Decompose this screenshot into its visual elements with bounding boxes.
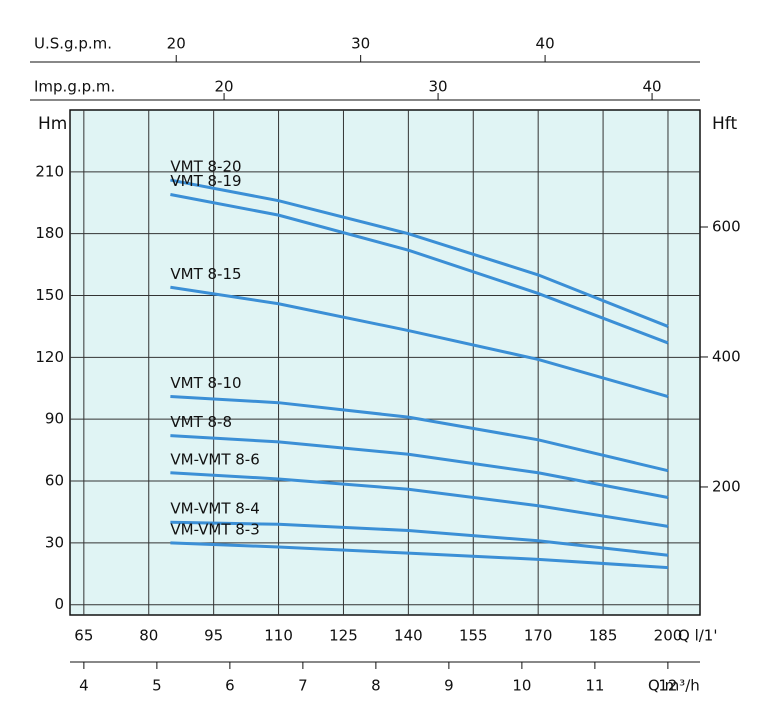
axis-tick-label: 20 — [215, 78, 234, 96]
x-tick-label: 140 — [394, 627, 423, 645]
y2-tick-label: 600 — [712, 217, 741, 235]
axis-label: U.S.g.p.m. — [34, 35, 112, 53]
series-label: VM-VMT 8-3 — [170, 520, 259, 538]
x-tick-label: 65 — [74, 627, 93, 645]
y2-tick-label: 400 — [712, 347, 741, 365]
y-tick-label: 90 — [45, 410, 64, 428]
x-tick-label: 170 — [524, 627, 553, 645]
axis-tick-label: 5 — [152, 677, 162, 695]
line — [170, 178, 669, 328]
axis-tick-label: 6 — [225, 677, 235, 695]
axis-tick-label: 9 — [444, 677, 454, 695]
axis-tick-label: 40 — [536, 35, 555, 53]
axis-tick-label: 7 — [298, 677, 308, 695]
x-tick-label: 125 — [329, 627, 358, 645]
series-label: VM-VMT 8-4 — [170, 500, 259, 518]
axis-tick-label: 12 — [658, 677, 677, 695]
y2-tick-label: 200 — [712, 477, 741, 495]
line — [170, 285, 669, 398]
y2-axis-label: Hft — [712, 114, 737, 134]
y-tick-label: 0 — [54, 595, 64, 613]
plot-area — [69, 109, 701, 616]
line — [170, 520, 669, 557]
y-tick-label: 150 — [35, 286, 64, 304]
y-tick-label: 210 — [35, 162, 64, 180]
line — [170, 471, 669, 528]
series-label: VMT 8-20 — [170, 158, 241, 176]
x-tick-label: 80 — [139, 627, 158, 645]
series-label: VM-VMT 8-6 — [170, 450, 259, 468]
axis-label: Q m³/h — [648, 677, 700, 695]
axis-tick-label: 11 — [585, 677, 604, 695]
series-label: VMT 8-10 — [170, 374, 241, 392]
x-tick-label: 110 — [264, 627, 293, 645]
axis-label: Imp.g.p.m. — [34, 78, 115, 96]
axis-tick-label: 8 — [371, 677, 381, 695]
x-tick-label: 200 — [654, 627, 683, 645]
axis-tick-label: 30 — [429, 78, 448, 96]
line — [170, 434, 669, 499]
axis-tick-label: 40 — [643, 78, 662, 96]
x-tick-label: 95 — [204, 627, 223, 645]
x-tick-label: 185 — [589, 627, 618, 645]
series-label: VMT 8-15 — [170, 265, 241, 283]
series-label: VMT 8-8 — [170, 413, 232, 431]
axis-tick-label: 30 — [351, 35, 370, 53]
axis-tick-label: 20 — [167, 35, 186, 53]
axis-tick-label: 4 — [79, 677, 89, 695]
line — [170, 541, 669, 570]
y-tick-label: 120 — [35, 348, 64, 366]
y-tick-label: 30 — [45, 533, 64, 551]
y-tick-label: 180 — [35, 224, 64, 242]
line — [170, 395, 669, 473]
line — [170, 193, 669, 345]
x-tick-label: 155 — [459, 627, 488, 645]
x-axis-label: Q l/1' — [678, 627, 717, 645]
y-axis-label: Hm — [38, 114, 67, 134]
axis-tick-label: 10 — [512, 677, 531, 695]
series-label: VMT 8-19 — [170, 172, 241, 190]
y-tick-label: 60 — [45, 472, 64, 490]
